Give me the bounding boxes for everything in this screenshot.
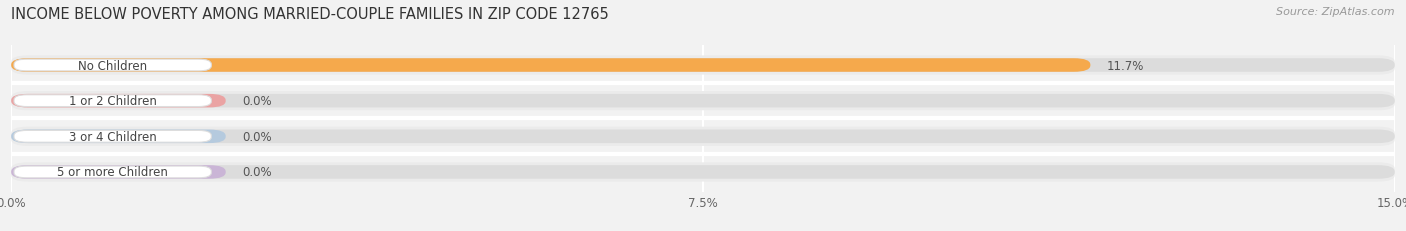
FancyBboxPatch shape bbox=[11, 59, 1395, 73]
FancyBboxPatch shape bbox=[11, 59, 1091, 73]
Text: No Children: No Children bbox=[79, 59, 148, 72]
FancyBboxPatch shape bbox=[11, 130, 1395, 143]
Text: 5 or more Children: 5 or more Children bbox=[58, 166, 169, 179]
FancyBboxPatch shape bbox=[11, 56, 1395, 75]
FancyBboxPatch shape bbox=[14, 166, 211, 178]
FancyBboxPatch shape bbox=[11, 127, 1395, 146]
Text: 1 or 2 Children: 1 or 2 Children bbox=[69, 95, 156, 108]
Text: 0.0%: 0.0% bbox=[242, 95, 271, 108]
FancyBboxPatch shape bbox=[11, 165, 1395, 179]
FancyBboxPatch shape bbox=[11, 165, 226, 179]
Text: 0.0%: 0.0% bbox=[242, 130, 271, 143]
FancyBboxPatch shape bbox=[14, 60, 211, 72]
FancyBboxPatch shape bbox=[11, 92, 1395, 111]
FancyBboxPatch shape bbox=[14, 95, 211, 107]
Text: 11.7%: 11.7% bbox=[1107, 59, 1144, 72]
FancyBboxPatch shape bbox=[14, 131, 211, 143]
Text: INCOME BELOW POVERTY AMONG MARRIED-COUPLE FAMILIES IN ZIP CODE 12765: INCOME BELOW POVERTY AMONG MARRIED-COUPL… bbox=[11, 7, 609, 22]
FancyBboxPatch shape bbox=[11, 94, 1395, 108]
Text: 3 or 4 Children: 3 or 4 Children bbox=[69, 130, 156, 143]
Text: Source: ZipAtlas.com: Source: ZipAtlas.com bbox=[1277, 7, 1395, 17]
FancyBboxPatch shape bbox=[11, 130, 226, 143]
FancyBboxPatch shape bbox=[11, 163, 1395, 182]
FancyBboxPatch shape bbox=[11, 94, 226, 108]
Text: 0.0%: 0.0% bbox=[242, 166, 271, 179]
